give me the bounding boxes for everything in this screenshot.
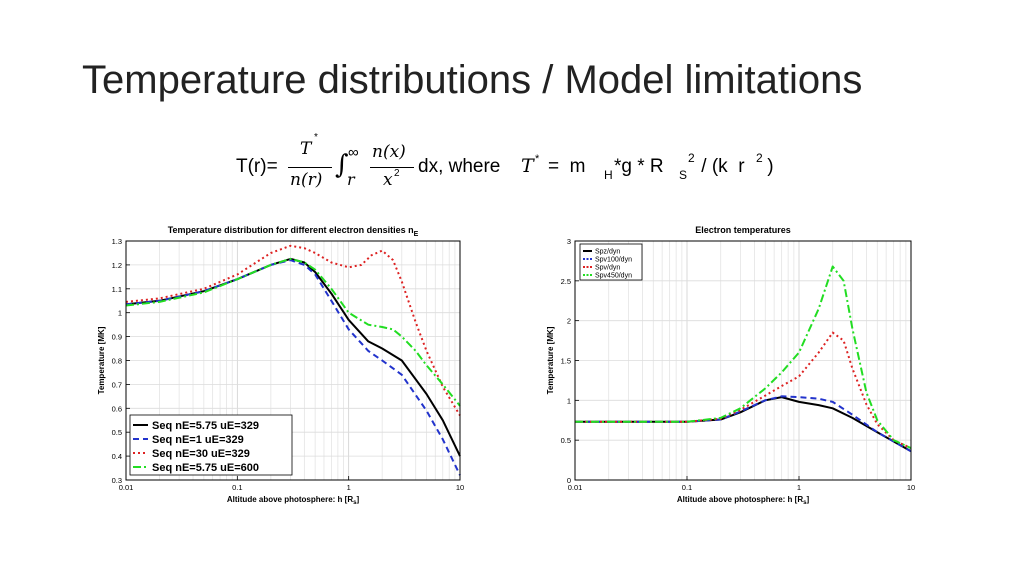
x-tick-label: 10	[456, 483, 464, 492]
y-tick-label: 1.3	[112, 237, 122, 246]
formula-integrand-bar	[370, 167, 414, 168]
formula-int-lower: r	[347, 170, 355, 189]
chart-temperature-distribution: 0.3 0.4 0.5 0.6 0.7 0.8 0.9 1 1.1 1.2 1.3 0.01 0.1 1 1…	[97, 225, 464, 506]
formula-sub-h: H	[604, 168, 613, 182]
series-line-3	[575, 265, 912, 450]
formula-sup-2a: 2	[688, 151, 695, 165]
legend-label-0: Seq nE=5.75 uE=329	[152, 420, 259, 432]
x-tick-label: 0.01	[568, 483, 583, 492]
y-axis-label: Temperature [MK]	[97, 326, 106, 394]
legend-label-2: Spv/dyn	[595, 265, 620, 272]
legend-label-0: Spz/dyn	[595, 249, 620, 256]
legend-label-2: Seq nE=30 uE=329	[152, 448, 250, 460]
x-tick-label: 0.1	[232, 483, 242, 492]
formula-frac-num: T	[300, 139, 312, 159]
x-tick-label: 1	[797, 483, 801, 492]
y-tick-label: 1.2	[112, 261, 122, 270]
x-axis-label: Altitude above photosphere: h [Rs]	[677, 495, 810, 506]
formula-tstar: T	[521, 155, 534, 177]
formula-integrand-den: x	[383, 170, 393, 190]
formula-tstar-sup: *	[535, 153, 540, 165]
x-axis-label-end: ]	[356, 495, 359, 504]
formula-equals-m: = m	[548, 156, 586, 177]
legend-label-1: Spv100/dyn	[595, 257, 632, 264]
formula-integrand-den-sup: 2	[394, 168, 400, 179]
y-tick-label: 0.5	[112, 428, 122, 437]
formula-frac-bar	[288, 167, 332, 168]
temperature-formula: T(r)= T * n(r) ∫ ∞ r n(x) x 2 dx, where …	[236, 132, 796, 198]
grid-lines	[574, 240, 911, 481]
y-tick-label: 0.8	[112, 357, 122, 366]
formula-integrand-num: n(x)	[372, 142, 406, 162]
y-tick-label: 3	[567, 237, 571, 246]
formula-g-rs: *g * R	[614, 156, 664, 177]
y-tick-label: 0.9	[112, 333, 122, 342]
formula-frac-num-sup: *	[314, 132, 318, 143]
x-axis-label-subscript: s	[803, 500, 807, 506]
legend-label-1: Seq nE=1 uE=329	[152, 434, 244, 446]
chart-title: Temperature distribution for different e…	[168, 225, 419, 238]
x-axis-label-subscript: s	[353, 500, 357, 506]
x-axis-label: Altitude above photosphere: h [Rs]	[227, 495, 360, 506]
series-line-3	[125, 257, 461, 407]
formula-lhs: T(r)=	[236, 156, 278, 177]
formula-frac-den: n(r)	[290, 170, 323, 190]
legend-label-3: Spv450/dyn	[595, 273, 632, 280]
y-tick-label: 1	[118, 309, 122, 318]
y-axis-label: Temperature [MK]	[546, 326, 555, 394]
y-tick-label: 0.7	[112, 380, 122, 389]
formula-sub-s: S	[679, 168, 688, 182]
formula-sup-2b: 2	[756, 151, 763, 165]
x-tick-label: 1	[347, 483, 351, 492]
chart-title: Electron temperatures	[695, 225, 791, 235]
formula-int-upper: ∞	[348, 144, 359, 161]
slide-title: Temperature distributions / Model limita…	[82, 58, 863, 102]
formula-k-r: / (k r	[696, 156, 745, 177]
y-tick-label: 0	[567, 476, 571, 485]
formula-integral: ∫	[335, 150, 349, 180]
x-tick-label: 10	[907, 483, 915, 492]
chart-electron-temperatures: 0 0.5 1 1.5 2 2.5 3 0.01 0.1 1 10 Electron temperat…	[546, 225, 915, 506]
chart-title-subscript: E	[414, 231, 419, 238]
y-tick-label: 1	[567, 396, 571, 405]
y-tick-label: 0.3	[112, 476, 122, 485]
x-tick-label: 0.01	[119, 483, 134, 492]
legend-label-3: Seq nE=5.75 uE=600	[152, 462, 259, 474]
x-axis-label-end: ]	[806, 495, 809, 504]
series-line-2	[575, 331, 912, 450]
formula-dx-where: dx, where	[418, 156, 501, 177]
y-tick-label: 2	[567, 317, 571, 326]
legend: Seq nE=5.75 uE=329 Seq nE=1 uE=329 Seq nE=…	[129, 414, 293, 476]
y-tick-label: 1.5	[561, 357, 571, 366]
y-tick-label: 0.4	[112, 452, 122, 461]
y-tick-label: 2.5	[561, 277, 571, 286]
y-tick-label: 1.1	[112, 285, 122, 294]
series-line-1	[125, 259, 461, 476]
legend-box	[129, 414, 293, 476]
formula-close: )	[762, 156, 774, 177]
series-line-2	[125, 244, 461, 417]
x-tick-label: 0.1	[682, 483, 692, 492]
y-tick-label: 0.6	[112, 404, 122, 413]
y-tick-label: 0.5	[561, 436, 571, 445]
